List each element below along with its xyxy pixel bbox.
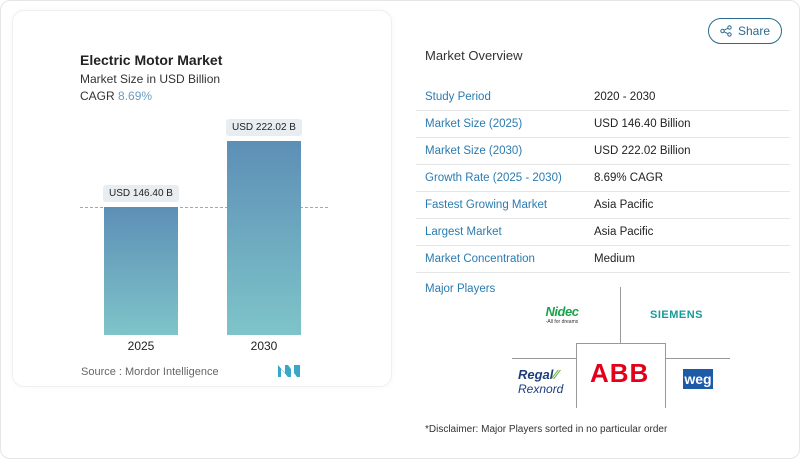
overview-row: Growth Rate (2025 - 2030) 8.69% CAGR bbox=[416, 165, 790, 192]
siemens-logo: SIEMENS bbox=[650, 309, 704, 321]
row-value: USD 222.02 Billion bbox=[594, 145, 691, 157]
regal-rexnord-logo: Regal⁄⁄ Rexnord bbox=[518, 367, 564, 396]
source-text: Source : Mordor Intelligence bbox=[81, 366, 219, 378]
row-value: Asia Pacific bbox=[594, 199, 654, 211]
cagr-value: 8.69% bbox=[118, 89, 153, 103]
row-label: Market Concentration bbox=[425, 253, 535, 265]
overview-title: Market Overview bbox=[425, 48, 523, 63]
cagr-label: CAGR bbox=[80, 89, 115, 103]
chart-card bbox=[12, 10, 392, 387]
overview-row: Market Size (2025) USD 146.40 Billion bbox=[416, 111, 790, 138]
overview-row: Market Size (2030) USD 222.02 Billion bbox=[416, 138, 790, 165]
row-value: 8.69% CAGR bbox=[594, 172, 664, 184]
row-label: Growth Rate (2025 - 2030) bbox=[425, 172, 562, 184]
divider bbox=[665, 358, 730, 359]
x-tick-label: 2025 bbox=[127, 339, 155, 353]
abb-logo-box bbox=[576, 343, 666, 408]
divider bbox=[620, 287, 621, 344]
major-players-title: Major Players bbox=[425, 283, 496, 295]
share-label: Share bbox=[737, 24, 771, 38]
row-label: Fastest Growing Market bbox=[425, 199, 548, 211]
divider bbox=[512, 358, 576, 359]
abb-logo: ABB bbox=[590, 358, 650, 388]
row-value: Asia Pacific bbox=[594, 226, 654, 238]
overview-row: Fastest Growing Market Asia Pacific bbox=[416, 192, 790, 219]
row-value: 2020 - 2030 bbox=[594, 91, 656, 103]
x-tick-label: 2030 bbox=[250, 339, 278, 353]
disclaimer: *Disclaimer: Major Players sorted in no … bbox=[425, 424, 668, 435]
row-label: Market Size (2025) bbox=[425, 118, 523, 130]
row-value: USD 146.40 Billion bbox=[594, 118, 691, 130]
bar-2030 bbox=[227, 140, 301, 335]
row-label: Largest Market bbox=[425, 226, 502, 238]
mordor-logo-icon bbox=[278, 365, 300, 377]
bar-2025 bbox=[104, 207, 178, 335]
share-icon bbox=[720, 25, 732, 37]
data-label: USD 222.02 B bbox=[226, 118, 302, 136]
row-label: Market Size (2030) bbox=[425, 145, 523, 157]
overview-row: Study Period 2020 - 2030 bbox=[416, 84, 790, 111]
share-button[interactable]: Share bbox=[708, 18, 782, 44]
weg-logo: weg bbox=[683, 369, 713, 389]
cagr: CAGR 8.69% bbox=[80, 89, 152, 103]
nidec-logo: Nidec -All for dreams bbox=[545, 304, 579, 325]
chart-title: Electric Motor Market bbox=[80, 52, 223, 68]
chart-subtitle: Market Size in USD Billion bbox=[80, 72, 221, 86]
row-label: Study Period bbox=[425, 91, 491, 103]
row-value: Medium bbox=[594, 253, 635, 265]
reference-line bbox=[80, 207, 328, 208]
overview-row: Largest Market Asia Pacific bbox=[416, 219, 790, 246]
data-label: USD 146.40 B bbox=[103, 185, 179, 203]
overview-row: Market Concentration Medium bbox=[416, 246, 790, 273]
